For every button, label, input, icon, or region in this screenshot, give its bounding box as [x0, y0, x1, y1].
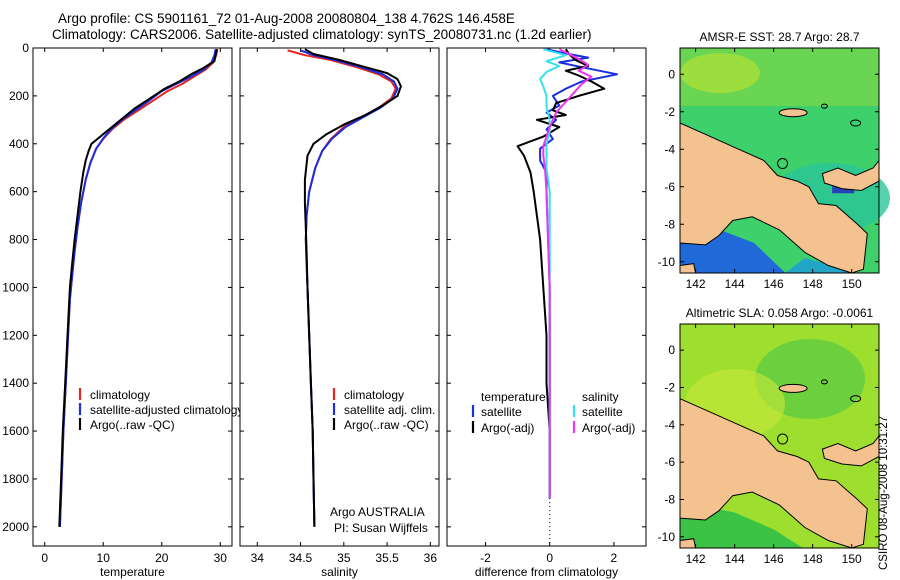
salinity-panel: 34 34.5 35 35.5 36 salinity climatologysatelli… — [239, 47, 440, 579]
sst-map-panel: 142 144 146 148 150 0 -2 -4 -6 -8 -10 AMSR-E SST: 2… — [658, 30, 890, 291]
title-line-2: Climatology: CARS2006. Satellite-adjuste… — [52, 27, 592, 42]
land-manus-island — [778, 108, 808, 118]
y-tick-label: 200 — [9, 89, 29, 103]
y-tick-label: 0 — [22, 41, 29, 55]
series-line-t-argo-adj — [516, 48, 606, 499]
land-small-island — [820, 379, 828, 385]
y-tick-label: -10 — [658, 255, 676, 269]
annotation-float-program: Argo AUSTRALIA — [330, 505, 425, 519]
y-tick-label: 1600 — [2, 424, 29, 438]
x-tick-label: 142 — [686, 552, 706, 566]
sla-map-panel: 142 144 146 148 150 0 -2 -4 -6 -8 -10 Altimetric SL… — [658, 306, 880, 566]
legend-label: satellite — [582, 405, 623, 419]
x-tick-label: 148 — [803, 552, 823, 566]
series-line-s-argo-adj — [542, 48, 593, 499]
argo-position-marker — [777, 433, 789, 445]
land-small-island — [850, 395, 862, 403]
ocean-warm-patch — [680, 53, 760, 93]
x-tick-label: 34 — [251, 551, 265, 565]
legend-label: satellite — [481, 405, 522, 419]
x-tick-label: 146 — [764, 552, 784, 566]
x-tick-label: 142 — [686, 277, 706, 291]
y-tick-label: -4 — [664, 142, 675, 156]
series-line-argo — [303, 48, 402, 527]
plot-frame — [32, 47, 233, 547]
x-tick-label: 144 — [725, 277, 745, 291]
y-tick-label: 1000 — [2, 280, 29, 294]
legend-label: Argo(..raw -QC) — [344, 418, 429, 432]
land-new-guinea — [679, 122, 868, 274]
legend-label: temperature — [481, 390, 546, 404]
x-tick-label: 36 — [424, 551, 438, 565]
argo-position-marker — [777, 158, 789, 170]
map-title: AMSR-E SST: 28.7 Argo: 28.7 — [699, 30, 859, 44]
x-tick-label: 148 — [803, 277, 823, 291]
y-tick-label: -2 — [664, 380, 675, 394]
y-tick-label: 600 — [9, 185, 29, 199]
map-frame — [679, 47, 880, 274]
land-new-guinea — [679, 397, 868, 549]
series-line-argo — [58, 49, 218, 527]
legend-label: Argo(..raw -QC) — [90, 418, 175, 432]
x-tick-label: 150 — [842, 277, 862, 291]
x-tick-label: 0 — [546, 551, 553, 565]
y-tick-label: 800 — [9, 233, 29, 247]
legend-label: climatology — [90, 388, 150, 402]
x-tick-label: 20 — [155, 551, 169, 565]
land-manus-island — [778, 383, 808, 393]
y-tick-label: 1200 — [2, 328, 29, 342]
x-tick-label: 30 — [214, 551, 228, 565]
x-tick-label: 35 — [337, 551, 351, 565]
x-tick-label: 34.5 — [289, 551, 313, 565]
plot-frame — [239, 47, 440, 547]
x-tick-label: 146 — [764, 277, 784, 291]
land-australia — [679, 538, 697, 549]
y-tick-label: 1400 — [2, 376, 29, 390]
cool-water-field — [785, 258, 852, 273]
y-tick-label: 400 — [9, 137, 29, 151]
y-tick-label: -10 — [658, 530, 676, 544]
x-axis-label: salinity — [321, 565, 358, 579]
x-axis-label: temperature — [100, 565, 165, 579]
y-tick-label: -8 — [664, 217, 675, 231]
land-australia — [679, 263, 697, 274]
x-axis-label: difference from climatology — [475, 565, 618, 579]
x-tick-label: 150 — [842, 552, 862, 566]
y-tick-label: 1800 — [2, 472, 29, 486]
y-tick-label: -2 — [664, 105, 675, 119]
x-tick-label: 144 — [725, 552, 745, 566]
legend-label: satellite adj. clim. — [344, 403, 435, 417]
y-tick-label: -8 — [664, 492, 675, 506]
x-tick-label: 0 — [41, 551, 48, 565]
legend-label: satellite-adjusted climatology — [90, 403, 243, 417]
x-tick-label: -2 — [480, 551, 491, 565]
y-tick-label: -4 — [664, 418, 675, 432]
legend-label: salinity — [582, 390, 619, 404]
legend-label: Argo(-adj) — [481, 421, 534, 435]
legend-label: Argo(-adj) — [582, 421, 635, 435]
y-tick-label: -6 — [664, 455, 675, 469]
y-tick-label: 2000 — [2, 520, 29, 534]
y-tick-label: 0 — [668, 67, 675, 81]
map-frame — [679, 323, 880, 549]
annotation-pi-name: PI: Susan Wijffels — [334, 521, 428, 535]
legend-label: climatology — [344, 388, 404, 402]
temperature-panel: 0 200 400 600 800 1000 1200 1400 1600 1800 2000 0 10… — [2, 41, 243, 579]
map-title: Altimetric SLA: 0.058 Argo: -0.0061 — [686, 306, 874, 320]
y-tick-label: 0 — [668, 343, 675, 357]
y-tick-label: -6 — [664, 180, 675, 194]
title-line-1: Argo profile: CS 5901161_72 01-Aug-2008 … — [58, 11, 515, 26]
x-tick-label: 2 — [611, 551, 618, 565]
land-small-island — [820, 103, 828, 109]
x-tick-label: 10 — [97, 551, 111, 565]
x-tick-label: 35.5 — [375, 551, 399, 565]
land-small-island — [850, 119, 862, 127]
